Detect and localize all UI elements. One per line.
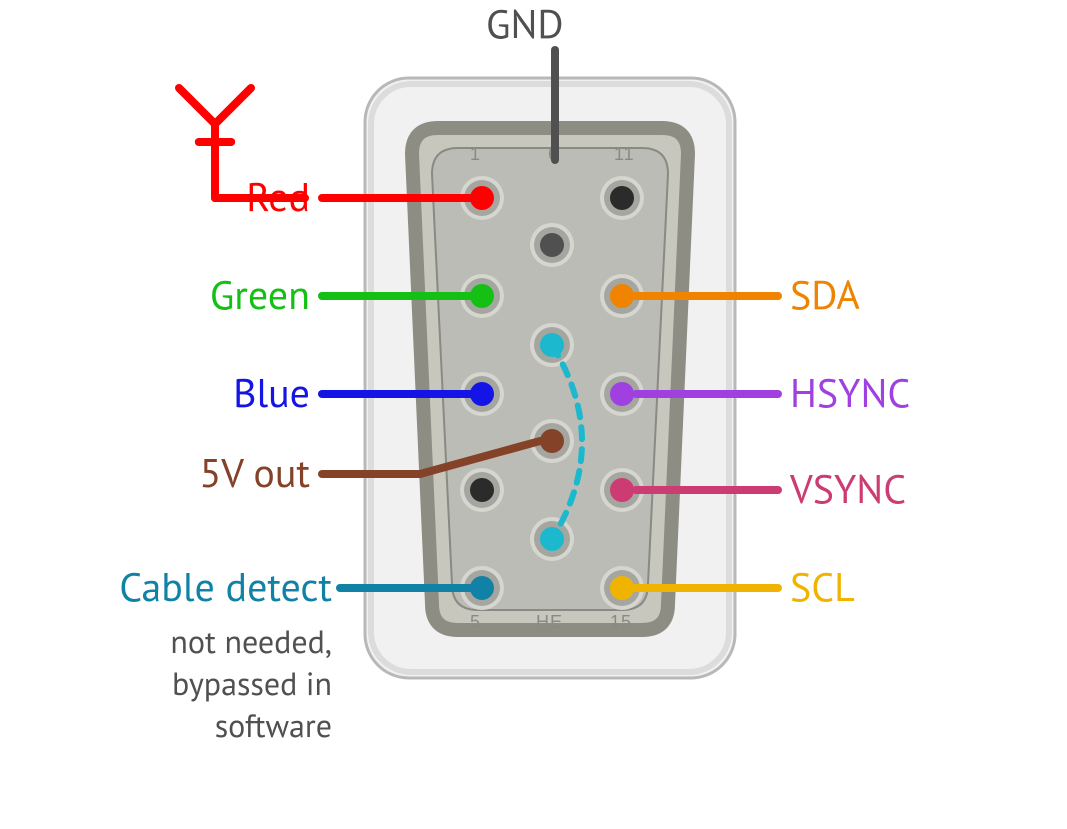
- label-fivev: 5V out: [199, 451, 310, 495]
- svg-text:1: 1: [470, 144, 481, 164]
- label-sda: SDA: [790, 273, 860, 317]
- svg-text:6: 6: [548, 144, 559, 164]
- label-cable: Cable detect: [119, 565, 332, 609]
- cable-detect-note-line-2: bypassed in: [172, 666, 332, 701]
- label-green: Green: [210, 273, 310, 317]
- pinout-diagram: 1 6 11 5 15 HE GND Red Green Blue 5V out Cable det…: [0, 0, 1067, 829]
- svg-text:5: 5: [470, 612, 481, 632]
- cable-detect-note-line-1: not needed,: [170, 624, 332, 659]
- label-red: Red: [246, 175, 310, 219]
- cable-detect-note-line-3: software: [215, 708, 332, 743]
- label-hsync: HSYNC: [790, 371, 910, 415]
- svg-text:HE: HE: [536, 612, 563, 632]
- label-blue: Blue: [233, 371, 310, 415]
- label-gnd: GND: [486, 2, 564, 46]
- label-scl: SCL: [790, 565, 855, 609]
- svg-text:15: 15: [610, 612, 632, 632]
- svg-text:11: 11: [614, 144, 635, 164]
- label-vsync: VSYNC: [790, 467, 906, 511]
